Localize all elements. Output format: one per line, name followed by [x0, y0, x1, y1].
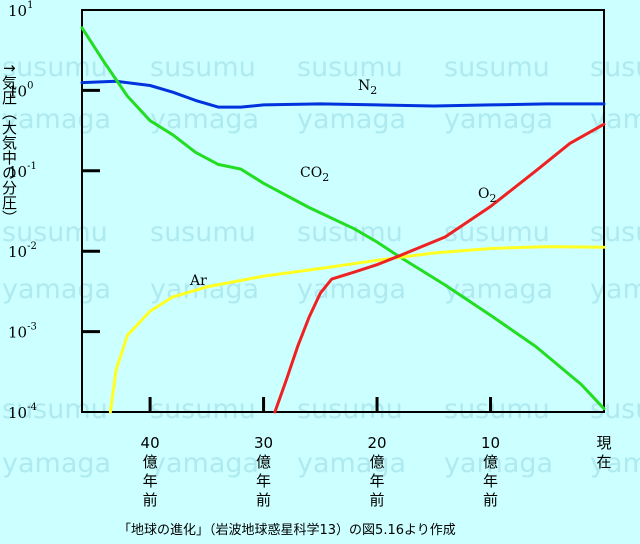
watermark-text: yamaga [444, 448, 553, 479]
x-tick-unit: 年 [143, 472, 158, 490]
x-tick-label: 20 [367, 434, 386, 452]
watermark-text: susumu [150, 52, 256, 83]
watermark-text: susumu [297, 394, 403, 425]
x-tick-unit: 億 [370, 453, 385, 471]
watermark-text: yamaga [2, 104, 111, 135]
watermark-text: yamaga [2, 448, 111, 479]
x-tick-unit: 前 [256, 491, 271, 509]
watermark-text: susumu [2, 52, 108, 83]
series-label-ar: Ar [189, 273, 207, 289]
watermark-text: yamaga [150, 104, 259, 135]
watermark-text: yamaga [444, 274, 553, 305]
watermark-text: yamaga [590, 104, 640, 135]
x-tick-label: 30 [254, 434, 273, 452]
series-line-ar [108, 245, 606, 414]
watermark-text: susumu [444, 217, 550, 248]
x-tick-unit: 億 [143, 453, 158, 471]
x-tick-label: 40 [141, 434, 160, 452]
x-tick-unit: 年 [256, 472, 271, 490]
watermark-text: yamaga [590, 448, 640, 479]
watermark-text: yamaga [297, 274, 406, 305]
axes [81, 9, 605, 413]
watermark: susumu susumu susumu susumu susumu yamaga yama… [2, 52, 640, 479]
watermark-text: susumu [590, 217, 640, 248]
watermark-text: susumu [444, 52, 550, 83]
x-tick-unit: 年 [370, 472, 385, 490]
series-line-o2 [273, 122, 606, 414]
watermark-text: yamaga [150, 448, 259, 479]
watermark-text: yamaga [444, 104, 553, 135]
series-label-n2: N2 [358, 78, 377, 97]
x-tick-unit: 在 [596, 453, 611, 471]
series-label-o2: O2 [478, 186, 496, 205]
series-line-co2 [80, 26, 606, 411]
watermark-text: yamaga [297, 104, 406, 135]
x-tick-unit: 前 [370, 491, 385, 509]
y-tick-label: 10-2 [8, 241, 37, 261]
watermark-text: susumu [2, 394, 108, 425]
x-tick-unit: 前 [483, 491, 498, 509]
y-tick-label: 10-4 [8, 402, 37, 422]
source-caption: 「地球の進化」（岩波地球惑星科学13）の図5.16より作成 [118, 523, 456, 538]
watermark-text: susumu [590, 52, 640, 83]
x-tick-unit: 現 [596, 434, 611, 452]
watermark-text: susumu [2, 217, 108, 248]
watermark-text: susumu [150, 394, 256, 425]
x-tick-unit: 年 [483, 472, 498, 490]
x-tick-label: 10 [481, 434, 500, 452]
series-line-n2 [80, 79, 606, 109]
series-label-co2: CO2 [300, 165, 329, 184]
y-tick-label: 101 [8, 0, 33, 20]
watermark-text: susumu [150, 217, 256, 248]
watermark-text: susumu [444, 394, 550, 425]
x-tick-unit: 億 [256, 453, 271, 471]
y-axis-label: ↑気圧（大気中の分圧） [0, 62, 18, 225]
x-tick-unit: 億 [483, 453, 498, 471]
watermark-text: susumu [297, 52, 403, 83]
watermark-text: yamaga [590, 274, 640, 305]
y-tick-label: 10-1 [8, 161, 37, 181]
watermark-text: susumu [297, 217, 403, 248]
x-tick-unit: 前 [143, 491, 158, 509]
plot-frame [81, 9, 605, 413]
watermark-text: yamaga [297, 448, 406, 479]
watermark-text: susumu [590, 394, 640, 425]
ticks: 10110010-110-210-310-440億年前30億年前20億年前10億… [8, 0, 612, 509]
y-tick-label: 100 [8, 80, 33, 100]
y-tick-label: 10-3 [8, 322, 37, 342]
watermark-text: yamaga [2, 274, 111, 305]
series [80, 26, 606, 414]
series-labels: N2 CO2 Ar O2 [189, 78, 496, 289]
